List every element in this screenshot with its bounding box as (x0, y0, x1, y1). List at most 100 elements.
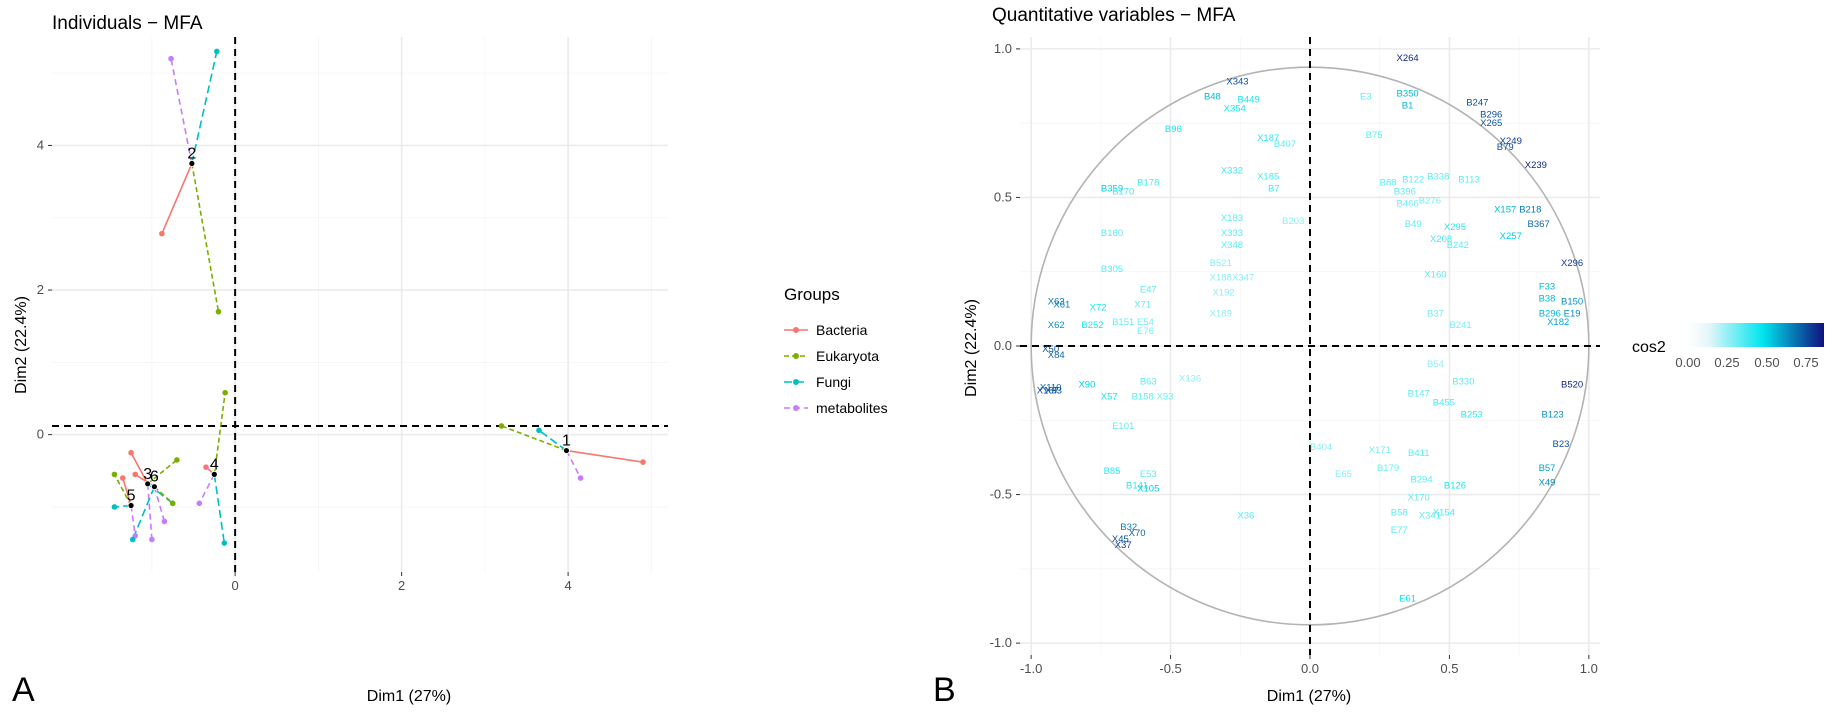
partial-line-fungi (133, 487, 155, 540)
partial-point-metabolites (168, 56, 174, 62)
variable-label: B247 (1466, 97, 1488, 108)
variable-label: B305 (1101, 264, 1123, 275)
variable-label: X157 (1494, 204, 1516, 215)
partial-point-metabolites (162, 519, 168, 525)
legend-key-point-bacteria (793, 327, 799, 333)
variable-label: X62 (1048, 320, 1065, 331)
legend-label-eukaryota: Eukaryota (816, 348, 879, 364)
panel-a-partial-lines (114, 51, 643, 543)
panel-b-y-axis-title: Dim2 (22.4%) (963, 299, 980, 397)
x-tick-label: 2 (398, 578, 405, 593)
variable-label: B455 (1433, 397, 1455, 408)
variable-label: E3 (1360, 91, 1372, 102)
individual-label: 1 (562, 433, 571, 450)
partial-point-fungi (130, 537, 136, 543)
variable-label: B49 (1405, 219, 1422, 230)
variable-label: X347 (1232, 273, 1254, 284)
variable-label: B54 (1427, 359, 1444, 370)
variable-label: E65 (1335, 469, 1352, 480)
variable-label: X188 (1210, 273, 1232, 284)
variable-label: B158 (1132, 392, 1154, 403)
y-tick-label: 2 (37, 282, 44, 297)
variable-label: X93 (1157, 392, 1174, 403)
cos2-tick-0: 0.00 (1675, 355, 1700, 370)
variable-label: E47 (1140, 285, 1157, 296)
individual-label: 4 (210, 456, 219, 473)
partial-line-metabolites (148, 484, 152, 540)
variable-label: B520 (1561, 380, 1583, 391)
partial-point-metabolites (578, 475, 584, 481)
variable-label: B404 (1310, 442, 1332, 453)
variable-label: B57 (1539, 463, 1556, 474)
partial-point-metabolites (149, 537, 155, 543)
legend-label-fungi: Fungi (816, 374, 851, 390)
variable-label: B1 (1402, 100, 1414, 111)
y-tick-label: 0.0 (994, 338, 1012, 353)
variable-label: B63 (1140, 377, 1157, 388)
y-tick-label: 0 (37, 427, 44, 442)
variable-label: E77 (1391, 525, 1408, 536)
partial-point-bacteria (159, 231, 165, 237)
panel-a-points (112, 49, 646, 546)
individual-label: 5 (127, 487, 136, 504)
cos2-colorbar: cos2 0.00 0.25 0.50 0.75 (1632, 323, 1824, 370)
variable-label: X61 (1053, 299, 1070, 310)
partial-point-eukaryota (222, 390, 228, 396)
partial-point-fungi (222, 540, 228, 546)
variable-label: X90 (1078, 380, 1095, 391)
variable-label: X50 (1042, 344, 1059, 355)
variable-label: X333 (1221, 228, 1243, 239)
variable-label: B218 (1519, 204, 1541, 215)
x-tick-label: 0.5 (1440, 661, 1458, 676)
panel-b-variables: Quantitative variables − MFA -1.0 -0.5 0.0… (933, 5, 1824, 708)
variable-label: B150 (1561, 296, 1583, 307)
variable-label: B350 (1397, 88, 1419, 99)
variable-label: B85 (1104, 466, 1121, 477)
variable-label: B123 (1542, 409, 1564, 420)
variable-label: B294 (1410, 475, 1432, 486)
panel-a-y-axis-title: Dim2 (22.4%) (13, 296, 30, 394)
variable-label: X183 (1221, 213, 1243, 224)
x-tick-label: 4 (564, 578, 571, 593)
legend-title: Groups (784, 285, 840, 304)
legend-key-point-eukaryota (793, 353, 799, 359)
x-tick-label: 0.0 (1301, 661, 1319, 676)
variable-label: X185 (1257, 172, 1279, 183)
panel-a-title: Individuals − MFA (52, 13, 203, 34)
variable-label: X192 (1212, 288, 1234, 299)
variable-label: B151 (1112, 317, 1134, 328)
partial-point-bacteria (640, 459, 646, 465)
y-tick-label: 1.0 (994, 41, 1012, 56)
variable-label: B170 (1112, 187, 1134, 198)
variable-label: E53 (1140, 469, 1157, 480)
variable-label: B122 (1402, 175, 1424, 186)
partial-point-eukaryota (499, 423, 505, 429)
partial-point-bacteria (120, 475, 126, 481)
variable-label: B126 (1444, 481, 1466, 492)
partial-point-bacteria (203, 464, 209, 470)
legend-key-point-fungi (793, 379, 799, 385)
variable-label: E61 (1399, 594, 1416, 605)
partial-line-bacteria (566, 451, 643, 463)
x-tick-label: -0.5 (1159, 661, 1181, 676)
y-tick-label: -1.0 (990, 635, 1012, 650)
partial-point-bacteria (128, 450, 134, 456)
legend-label-metabolites: metabolites (816, 400, 888, 416)
cos2-title: cos2 (1632, 339, 1666, 356)
variable-label: B75 (1366, 130, 1383, 141)
variable-label: X160 (1424, 270, 1446, 281)
variable-label: X341 (1419, 510, 1441, 521)
variable-label: B242 (1447, 240, 1469, 251)
variable-label: B38 (1539, 293, 1556, 304)
variable-label: X348 (1221, 240, 1243, 251)
variable-label: X136 (1179, 374, 1201, 385)
variable-label: X37 (1115, 540, 1132, 551)
variable-label: B296 (1480, 109, 1502, 120)
panel-a-reference-lines (52, 37, 668, 572)
variable-label: B58 (1391, 507, 1408, 518)
variable-label: X257 (1500, 231, 1522, 242)
partial-point-eukaryota (216, 309, 222, 315)
panel-a-letter: A (12, 671, 35, 708)
variable-label: B276 (1419, 195, 1441, 206)
variable-label: X36 (1237, 510, 1254, 521)
